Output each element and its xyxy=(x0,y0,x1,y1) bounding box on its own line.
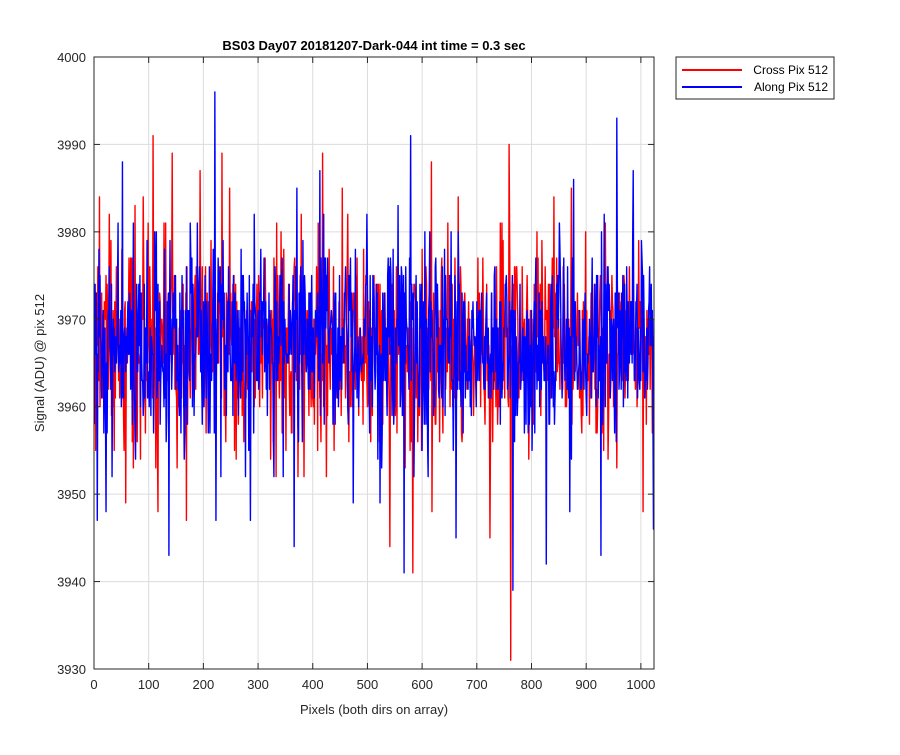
x-tick-label: 800 xyxy=(521,677,543,692)
x-tick-label: 600 xyxy=(411,677,433,692)
y-tick-label: 3950 xyxy=(57,487,86,502)
x-tick-label: 0 xyxy=(90,677,97,692)
series-lines xyxy=(94,91,654,661)
y-tick-label: 3930 xyxy=(57,662,86,677)
legend-label-1: Cross Pix 512 xyxy=(753,63,828,77)
x-tick-label: 300 xyxy=(247,677,269,692)
x-axis-label: Pixels (both dirs on array) xyxy=(300,702,448,717)
y-axis-label: Signal (ADU) @ pix 512 xyxy=(32,294,47,432)
legend: Cross Pix 512 Along Pix 512 xyxy=(675,56,835,100)
legend-box xyxy=(675,56,835,100)
y-tick-label: 4000 xyxy=(57,50,86,65)
x-tick-label: 100 xyxy=(138,677,160,692)
y-tick-label: 3980 xyxy=(57,225,86,240)
x-tick-label: 400 xyxy=(302,677,324,692)
x-tick-label: 900 xyxy=(575,677,597,692)
axes: 0 100 200 300 400 500 600 700 800 900 1000 3930 3940… xyxy=(57,50,655,692)
chart-title: BS03 Day07 20181207-Dark-044 int time = … xyxy=(222,38,525,53)
y-tick-label: 3940 xyxy=(57,575,86,590)
legend-label-2: Along Pix 512 xyxy=(754,80,828,94)
x-tick-label: 200 xyxy=(193,677,215,692)
y-tick-label: 3970 xyxy=(57,312,86,327)
y-tick-label: 3990 xyxy=(57,137,86,152)
axes-box xyxy=(93,56,655,670)
x-tick-label: 1000 xyxy=(626,677,655,692)
x-tick-label: 500 xyxy=(357,677,379,692)
series-line-2 xyxy=(94,91,654,592)
y-tick-label: 3960 xyxy=(57,400,86,415)
x-tick-label: 700 xyxy=(466,677,488,692)
